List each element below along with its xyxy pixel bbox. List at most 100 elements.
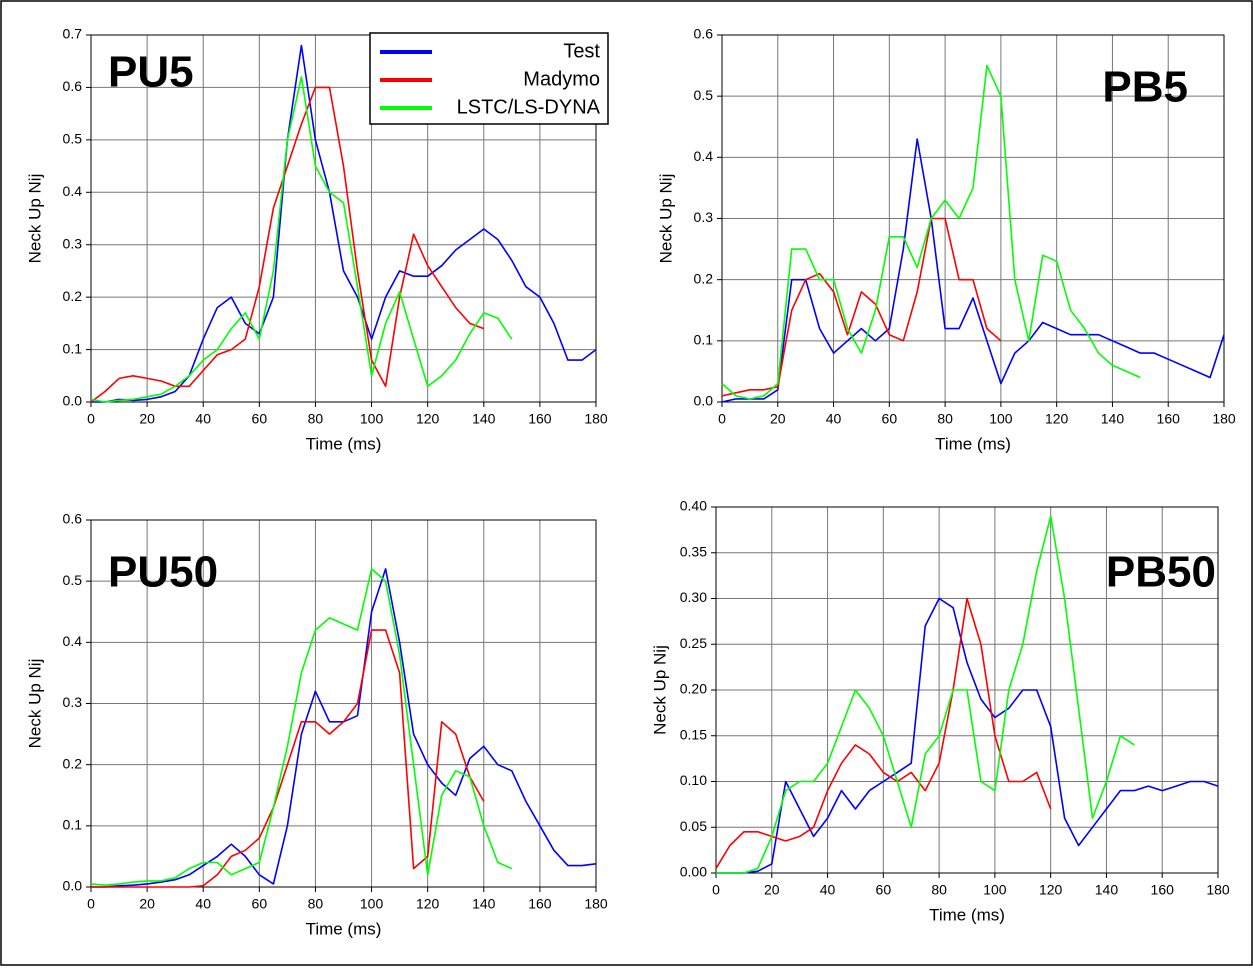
y-tick-label: 0.5 [63, 131, 83, 147]
series-line [91, 44, 597, 403]
x-tick-label: 60 [882, 411, 898, 427]
x-tick-label: 120 [416, 411, 440, 427]
x-axis-label: Time (ms) [306, 919, 382, 938]
plot-frame [90, 519, 597, 888]
x-axis-label: Time (ms) [935, 434, 1011, 453]
y-tick-label: 0.0 [63, 393, 83, 409]
y-tick-label: 0.40 [680, 498, 707, 514]
series-line [721, 217, 1002, 397]
x-tick-label: 100 [360, 896, 384, 912]
x-tick-label: 0 [87, 411, 95, 427]
x-tick-label: 60 [876, 882, 892, 898]
panel-title: PU5 [108, 48, 194, 97]
plot-frame [90, 34, 597, 403]
x-tick-label: 100 [360, 411, 384, 427]
y-tick-label: 0.5 [694, 87, 714, 103]
x-tick-label: 80 [308, 896, 324, 912]
y-tick-label: 0.1 [694, 332, 714, 348]
y-axis-label: Neck Up Nij [25, 174, 44, 264]
x-tick-label: 180 [584, 896, 608, 912]
x-tick-label: 140 [472, 896, 496, 912]
x-tick-label: 120 [416, 896, 440, 912]
y-tick-label: 0.6 [63, 78, 83, 94]
y-tick-label: 0.6 [63, 511, 83, 527]
y-tick-label: 0.3 [694, 209, 714, 225]
x-tick-label: 20 [139, 411, 155, 427]
panel-title: PB50 [1106, 548, 1216, 597]
y-tick-label: 0.4 [63, 633, 83, 649]
x-tick-label: 60 [252, 411, 268, 427]
x-tick-label: 40 [195, 411, 211, 427]
x-tick-label: 60 [252, 896, 268, 912]
x-axis-label: Time (ms) [929, 905, 1005, 924]
x-tick-label: 140 [1101, 411, 1125, 427]
y-tick-label: 0.15 [680, 726, 707, 742]
y-tick-label: 0.10 [680, 772, 707, 788]
x-tick-label: 80 [937, 411, 953, 427]
series-line [721, 64, 1141, 400]
y-tick-label: 0.1 [63, 340, 83, 356]
x-tick-label: 40 [826, 411, 842, 427]
y-tick-label: 0.4 [694, 148, 714, 164]
y-axis-label: Neck Up Nij [650, 645, 669, 735]
y-tick-label: 0.05 [680, 818, 707, 834]
legend-label: Madymo [523, 68, 600, 90]
y-axis-label: Neck Up Nij [25, 659, 44, 749]
y-tick-label: 0.7 [63, 26, 83, 42]
x-tick-label: 100 [989, 411, 1013, 427]
x-tick-label: 0 [718, 411, 726, 427]
y-tick-label: 0.2 [63, 755, 83, 771]
plot-frame [721, 34, 1225, 403]
y-tick-label: 0.0 [694, 393, 714, 409]
y-tick-label: 0.35 [680, 543, 707, 559]
x-tick-label: 20 [139, 896, 155, 912]
x-tick-label: 0 [712, 882, 720, 898]
x-tick-label: 40 [195, 896, 211, 912]
y-tick-label: 0.3 [63, 694, 83, 710]
x-tick-label: 160 [528, 411, 552, 427]
series-line [90, 86, 485, 403]
y-tick-label: 0.1 [63, 817, 83, 833]
y-tick-label: 0.20 [680, 681, 707, 697]
legend-label: Test [563, 40, 600, 62]
y-tick-label: 0.4 [63, 183, 83, 199]
x-tick-label: 160 [1157, 411, 1181, 427]
x-axis-label: Time (ms) [306, 434, 382, 453]
y-axis-label: Neck Up Nij [656, 174, 675, 264]
x-tick-label: 160 [1151, 882, 1175, 898]
x-tick-label: 80 [308, 411, 324, 427]
x-tick-label: 20 [764, 882, 780, 898]
panel-title: PU50 [108, 548, 218, 597]
y-tick-label: 0.5 [63, 572, 83, 588]
series-line [91, 629, 485, 888]
series-line [716, 515, 1135, 874]
y-tick-label: 0.30 [680, 589, 707, 605]
x-tick-label: 100 [983, 882, 1007, 898]
series-line [716, 597, 1219, 874]
x-tick-label: 120 [1039, 882, 1063, 898]
y-tick-label: 0.00 [680, 864, 707, 880]
series-line [90, 568, 513, 886]
x-tick-label: 180 [584, 411, 608, 427]
x-tick-label: 120 [1045, 411, 1069, 427]
y-tick-label: 0.2 [694, 270, 714, 286]
x-tick-label: 140 [472, 411, 496, 427]
plot-frame [715, 506, 1219, 874]
y-tick-label: 0.0 [63, 878, 83, 894]
x-tick-label: 160 [528, 896, 552, 912]
y-tick-label: 0.3 [63, 235, 83, 251]
x-tick-label: 180 [1206, 882, 1230, 898]
x-tick-label: 180 [1212, 411, 1236, 427]
y-tick-label: 0.6 [694, 26, 714, 42]
x-tick-label: 20 [770, 411, 786, 427]
x-tick-label: 140 [1095, 882, 1119, 898]
y-tick-label: 0.2 [63, 288, 83, 304]
x-tick-label: 80 [931, 882, 947, 898]
panel-title: PB5 [1102, 63, 1188, 112]
x-tick-label: 0 [87, 896, 95, 912]
legend-label: LSTC/LS-DYNA [457, 96, 601, 118]
series-line [90, 76, 513, 403]
y-tick-label: 0.25 [680, 635, 707, 651]
x-tick-label: 40 [820, 882, 836, 898]
